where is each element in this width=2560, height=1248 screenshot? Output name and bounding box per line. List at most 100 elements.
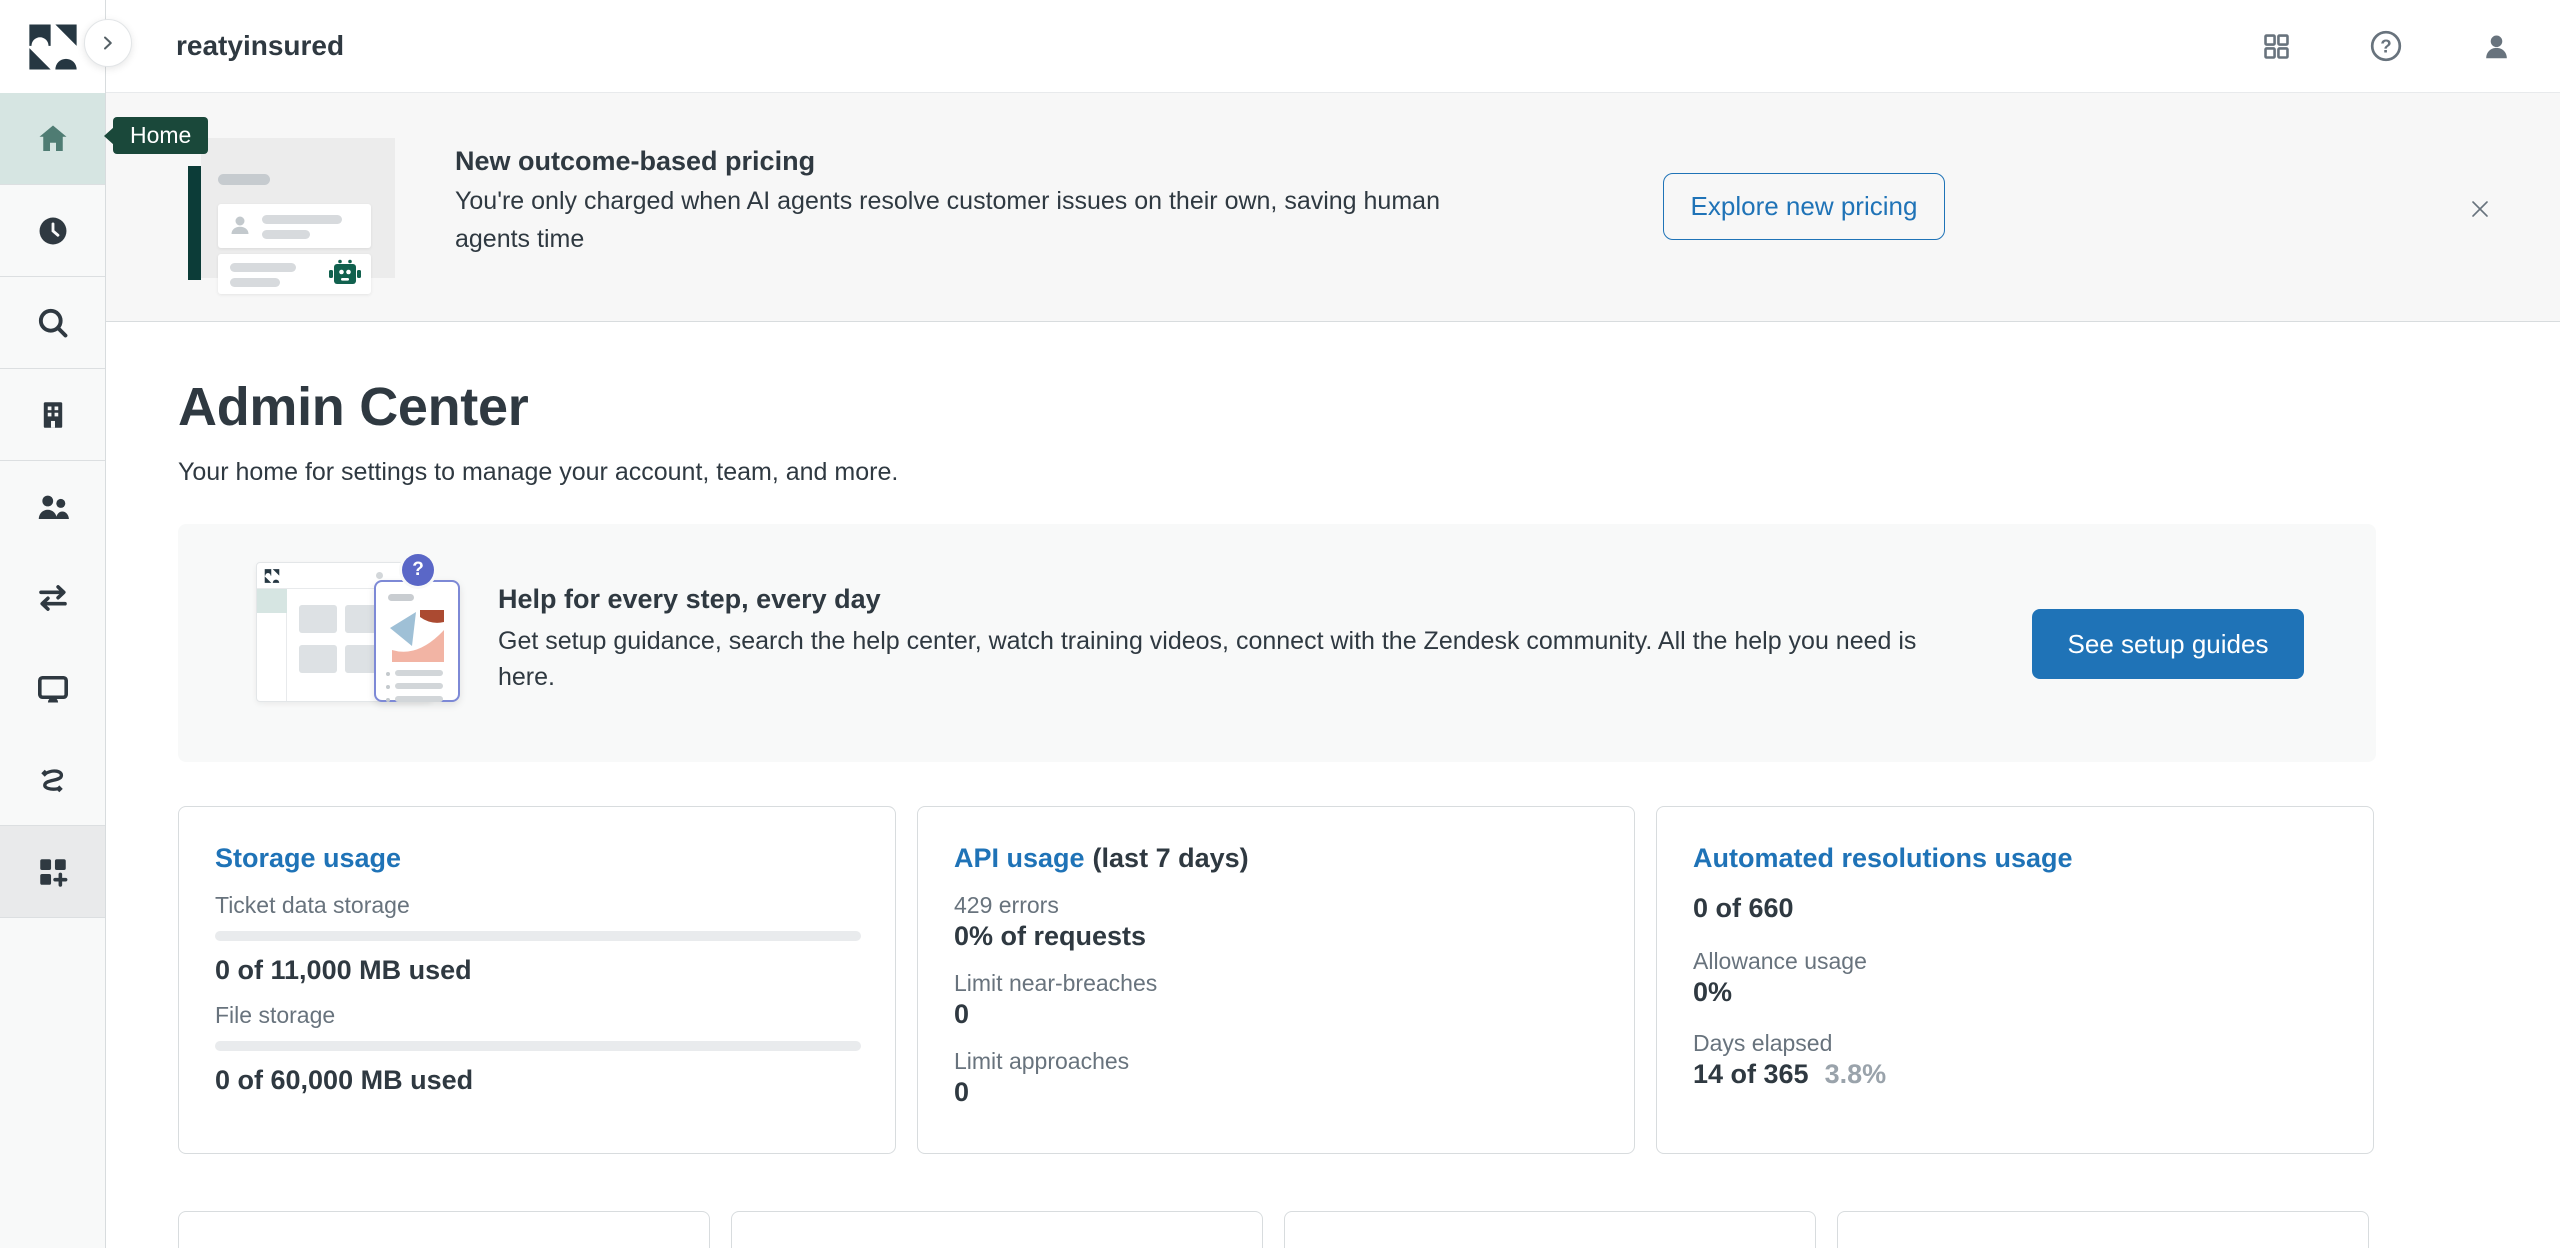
avatar-icon: [231, 216, 249, 234]
question-badge-icon: ?: [402, 554, 434, 586]
profile-icon: [2486, 35, 2507, 58]
sidebar-item-people[interactable]: [0, 461, 105, 552]
storage-usage-link[interactable]: Storage usage: [215, 843, 402, 873]
explore-new-pricing-button[interactable]: Explore new pricing: [1663, 173, 1945, 240]
tooltip-label: Home: [130, 122, 192, 148]
placeholder-line: [230, 278, 280, 287]
illustration-bot-card: [218, 254, 371, 294]
mini-browser-sidebar: [257, 589, 287, 701]
mini-pill: [388, 594, 414, 601]
metric-label: Limit near-breaches: [954, 970, 1158, 996]
mini-list-line: [395, 696, 443, 702]
sidebar-item-account[interactable]: [0, 369, 105, 460]
bottom-cards-row: [178, 1211, 2376, 1248]
top-bar: reatyinsured ?: [106, 0, 2560, 93]
zendesk-logo-icon: [28, 24, 77, 69]
api-usage-title-suffix: (last 7 days): [1092, 843, 1249, 873]
see-setup-guides-button[interactable]: See setup guides: [2032, 609, 2304, 679]
help-illustration: ?: [256, 554, 466, 709]
help-article-card: [374, 580, 460, 702]
sidebar-divider: [0, 917, 105, 918]
apps-blocks-icon: [39, 858, 67, 887]
metric-label: Ticket data storage: [215, 892, 410, 918]
storage-usage-card: Storage usage Ticket data storage 0 of 1…: [178, 806, 896, 1154]
sidebar-item-workspaces[interactable]: [0, 643, 105, 734]
sidebar-item-apps-integrations[interactable]: [0, 826, 105, 917]
products-grid-button[interactable]: [2261, 31, 2292, 62]
sidebar-item-objects-rules[interactable]: [0, 734, 105, 825]
workflow-icon: [40, 768, 63, 792]
days-elapsed-percent: 3.8%: [1824, 1059, 1887, 1089]
sidebar-divider: [0, 460, 105, 461]
placeholder-line: [262, 215, 342, 224]
help-button[interactable]: ?: [2368, 28, 2404, 64]
banner-text: New outcome-based pricing You're only ch…: [455, 143, 1440, 258]
mini-list-dot: [386, 685, 390, 689]
pricing-banner: New outcome-based pricing You're only ch…: [106, 93, 2560, 322]
mini-list-dot: [386, 672, 390, 676]
metric-value: 0 of 60,000 MB used: [215, 1065, 474, 1095]
sidebar-divider: [0, 184, 105, 185]
automated-resolutions-link[interactable]: Automated resolutions usage: [1693, 843, 2073, 873]
metric-label: File storage: [215, 1002, 336, 1028]
pricing-illustration: [188, 138, 395, 294]
abstract-graphic: [390, 610, 444, 662]
illustration-sidebar: [188, 166, 201, 280]
building-icon: [43, 401, 62, 428]
page-subtitle: Your home for settings to manage your ac…: [178, 458, 899, 486]
sidebar-item-data[interactable]: [0, 552, 105, 643]
monitor-icon: [37, 675, 68, 702]
help-title: Help for every step, every day: [498, 584, 881, 614]
sidebar-item-recent[interactable]: [0, 185, 105, 276]
people-icon: [38, 495, 69, 519]
help-body-line2: here.: [498, 663, 555, 691]
clock-icon: [39, 217, 66, 244]
home-icon: [39, 125, 66, 151]
placeholder-line: [230, 263, 296, 272]
sidebar-divider: [0, 276, 105, 277]
mini-list-line: [395, 670, 443, 676]
days-elapsed-value: 14 of 365: [1693, 1059, 1809, 1089]
transfer-arrows-icon: [38, 584, 67, 611]
expand-sidebar-button[interactable]: [84, 19, 132, 67]
account-brand-name: reatyinsured: [176, 30, 345, 61]
ticket-storage-progress-bar: [215, 931, 861, 941]
file-storage-progress-bar: [215, 1041, 861, 1051]
banner-body-line1: You're only charged when AI agents resol…: [455, 187, 1440, 215]
metric-value: 14 of 365 3.8%: [1693, 1057, 2337, 1091]
banner-close-button[interactable]: [2463, 192, 2497, 226]
help-text: Help for every step, every day Get setup…: [498, 582, 1916, 695]
sidebar-item-search[interactable]: [0, 277, 105, 368]
sidebar-divider: [0, 825, 105, 826]
mini-zendesk-logo-icon: [264, 569, 280, 583]
sidebar-item-home[interactable]: [0, 93, 105, 184]
metric-value: 0% of requests: [954, 921, 1147, 951]
bottom-card: [731, 1211, 1263, 1248]
sidebar: [0, 0, 106, 1248]
bottom-card: [1837, 1211, 2369, 1248]
svg-text:?: ?: [2380, 35, 2391, 56]
banner-title: New outcome-based pricing: [455, 146, 816, 176]
sidebar-divider: [0, 368, 105, 369]
metric-value: 0: [954, 1077, 970, 1107]
mini-tile: [299, 645, 337, 673]
mini-dot: [376, 572, 383, 579]
api-usage-link[interactable]: API usage: [954, 843, 1085, 873]
metric-label: 429 errors: [954, 892, 1059, 918]
api-usage-card: API usage (last 7 days) 429 errors 0% of …: [917, 806, 1635, 1154]
profile-button[interactable]: [2480, 30, 2513, 63]
robot-icon: [329, 259, 361, 284]
automated-resolutions-card: Automated resolutions usage 0 of 660 All…: [1656, 806, 2374, 1154]
metric-value: 0%: [1693, 977, 1733, 1007]
mini-sidebar-selected: [257, 589, 287, 613]
metric-label: Days elapsed: [1693, 1030, 1833, 1056]
help-panel: ? Help for every step, every day Get set…: [178, 524, 2376, 762]
illustration-pill: [218, 174, 270, 185]
metric-label: Limit approaches: [954, 1048, 1130, 1074]
bottom-card: [1284, 1211, 1816, 1248]
automated-headline: 0 of 660: [1693, 893, 1794, 923]
home-tooltip: Home: [104, 117, 209, 154]
illustration-agent-card: [218, 204, 371, 248]
close-icon: [2472, 201, 2488, 217]
